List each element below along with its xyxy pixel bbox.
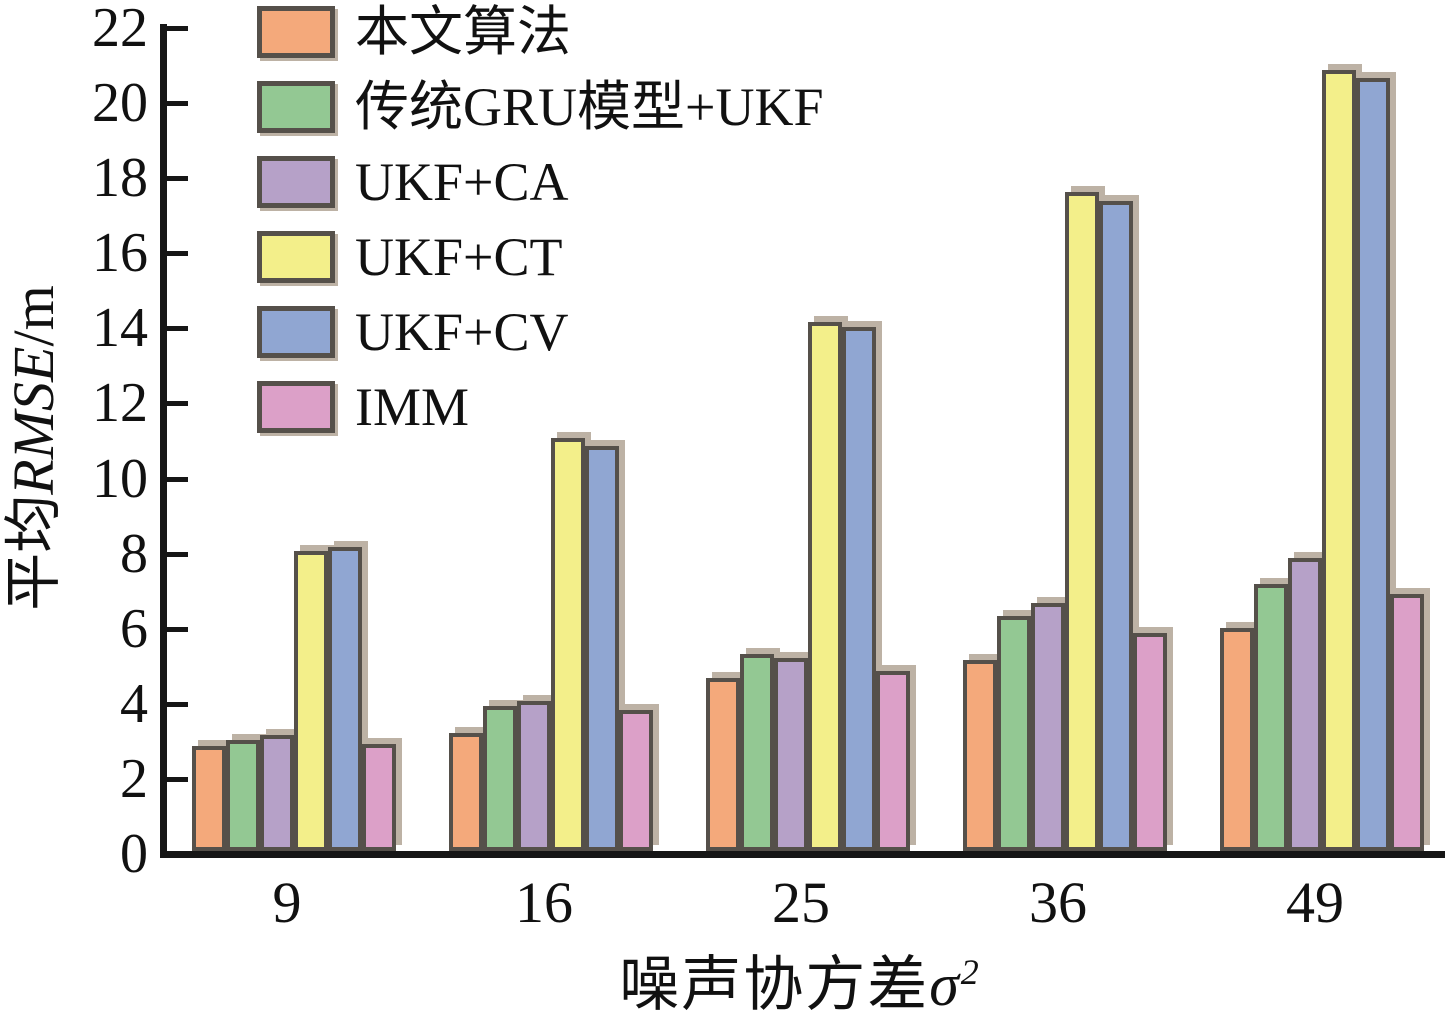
y-axis-tick-label: 12 — [92, 372, 148, 435]
bar-series5-x36 — [1099, 201, 1133, 851]
bar-series1-x9 — [192, 745, 226, 851]
legend-swatch — [257, 306, 335, 358]
bar-series2-x25 — [740, 653, 774, 851]
bar-group-36 — [963, 25, 1167, 851]
bar-series3-x49 — [1288, 558, 1322, 851]
x-axis-tick-label: 49 — [1286, 870, 1344, 935]
y-axis-tick-label: 18 — [92, 147, 148, 210]
bar-series6-x9 — [362, 744, 396, 851]
bar-series4-x16 — [551, 438, 585, 851]
bar-series1-x16 — [449, 732, 483, 851]
bar-series2-x49 — [1254, 584, 1288, 851]
legend-label: UKF+CT — [355, 227, 563, 287]
y-axis-tick-label: 2 — [120, 747, 148, 810]
bar-group-16 — [449, 25, 653, 851]
y-axis-tick-label: 6 — [120, 597, 148, 660]
bar-group-25 — [706, 25, 910, 851]
y-axis-tick — [167, 326, 188, 332]
x-axis-title-base: 噪声协方差 — [619, 952, 930, 1018]
bar-series3-x25 — [774, 657, 808, 851]
bar-series5-x49 — [1356, 77, 1390, 851]
x-axis-tick-label: 36 — [1029, 870, 1087, 935]
y-axis-tick-label: 8 — [120, 522, 148, 585]
x-axis-tick-label: 25 — [772, 870, 830, 935]
plot-area — [160, 24, 1445, 858]
y-axis-tick — [167, 852, 188, 857]
y-axis-tick-label: 22 — [92, 0, 148, 59]
bar-series6-x16 — [619, 710, 653, 851]
y-axis-tick-label: 14 — [92, 297, 148, 360]
bar-series2-x16 — [483, 706, 517, 851]
y-axis-tick — [167, 176, 188, 182]
bar-series3-x36 — [1031, 603, 1065, 851]
bar-series4-x25 — [808, 321, 842, 851]
legend: 本文算法传统GRU模型+UKF UKF+CA UKF+CT UKF+CV IMM — [257, 2, 824, 456]
legend-swatch — [257, 156, 335, 208]
x-axis-title: 噪声协方差σ2 — [450, 940, 1150, 1017]
legend-swatch — [257, 81, 335, 133]
bar-series6-x36 — [1133, 633, 1167, 851]
bar-series1-x36 — [963, 659, 997, 851]
bar-series5-x9 — [328, 546, 362, 851]
y-axis-tick — [167, 626, 188, 632]
y-axis-tick — [167, 776, 188, 782]
bar-series1-x49 — [1220, 627, 1254, 851]
bar-series6-x49 — [1390, 593, 1424, 851]
y-axis-tick — [167, 26, 188, 31]
y-axis-tick — [167, 476, 188, 482]
x-axis-title-sup: 2 — [960, 952, 981, 992]
bar-series6-x25 — [876, 670, 910, 851]
bar-series5-x25 — [842, 327, 876, 851]
y-axis-tick-label: 20 — [92, 72, 148, 135]
y-axis-tick-label: 0 — [120, 823, 148, 885]
legend-label: 本文算法 — [355, 2, 571, 62]
legend-item-3: UKF+CA — [257, 152, 824, 212]
legend-label: 传统GRU模型+UKF — [355, 77, 824, 137]
legend-swatch — [257, 381, 335, 433]
legend-label: UKF+CV — [355, 302, 569, 362]
bar-series2-x9 — [226, 740, 260, 851]
bar-series3-x9 — [260, 734, 294, 851]
y-axis-tick — [167, 251, 188, 257]
bar-series4-x36 — [1065, 192, 1099, 851]
bar-series2-x36 — [997, 616, 1031, 851]
legend-swatch — [257, 231, 335, 283]
bar-series4-x9 — [294, 550, 328, 851]
bar-series4-x49 — [1322, 70, 1356, 851]
y-axis-tick-label: 4 — [120, 672, 148, 735]
legend-item-2: 传统GRU模型+UKF — [257, 77, 824, 137]
legend-label: UKF+CA — [355, 152, 569, 212]
x-axis-tick-label: 9 — [272, 870, 302, 935]
x-axis-title-sigma: σ — [929, 952, 961, 1018]
bar-group-49 — [1220, 25, 1424, 851]
y-axis-tick — [167, 701, 188, 707]
x-axis-tick-label: 16 — [515, 870, 573, 935]
legend-item-1: 本文算法 — [257, 2, 824, 62]
y-axis-tick — [167, 101, 188, 107]
y-axis-tick-label: 10 — [92, 447, 148, 510]
bar-series3-x16 — [517, 700, 551, 851]
legend-swatch — [257, 6, 335, 58]
bar-series5-x16 — [585, 445, 619, 851]
bar-series1-x25 — [706, 678, 740, 851]
legend-item-4: UKF+CT — [257, 227, 824, 287]
bar-group-9 — [192, 25, 396, 851]
y-axis-tick-label: 16 — [92, 222, 148, 285]
y-axis-tick — [167, 401, 188, 407]
legend-item-5: UKF+CV — [257, 302, 824, 362]
legend-item-6: IMM — [257, 377, 824, 437]
y-axis-tick — [167, 551, 188, 557]
legend-label: IMM — [355, 377, 470, 437]
